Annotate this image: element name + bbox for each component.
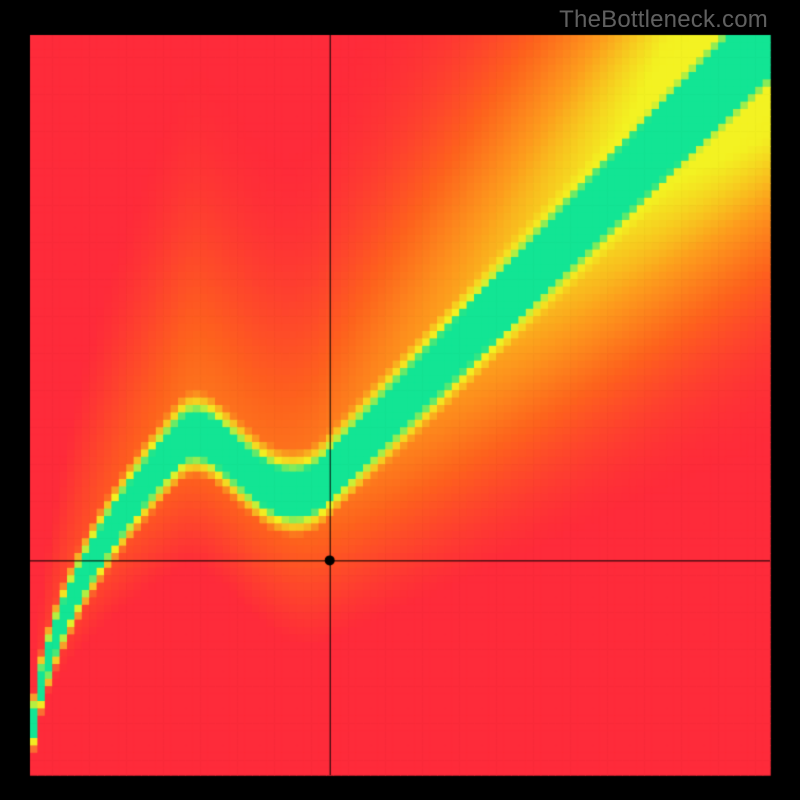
chart-container: TheBottleneck.com [0,0,800,800]
bottleneck-heatmap-canvas [0,0,800,800]
watermark-text: TheBottleneck.com [559,6,768,34]
